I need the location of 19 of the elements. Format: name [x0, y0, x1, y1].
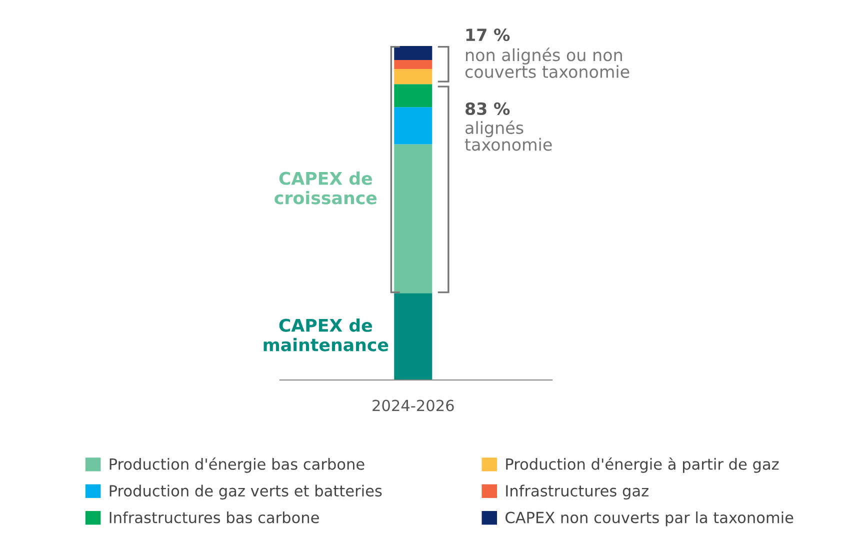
legend-label: Production de gaz verts et batteries: [110, 484, 382, 500]
bar: [394, 293, 432, 380]
legend-label: Production d'énergie bas carbone: [110, 457, 364, 473]
bar: [394, 46, 432, 60]
legend-label: Infrastructures bas carbone: [110, 511, 319, 524]
legend-label: Infrastructures gaz: [506, 484, 648, 500]
text: 17 %: [466, 28, 510, 42]
bar: [394, 60, 432, 70]
text: alignés taxonomie: [464, 120, 552, 151]
bar: [394, 84, 432, 108]
bar: [394, 69, 432, 84]
legend-label: Production d'énergie à partir de gaz: [506, 457, 779, 473]
x-tick-label: 2024-2026: [372, 400, 454, 412]
legend-label: CAPEX non couverts par la taxonomie: [506, 511, 794, 526]
bar: [394, 107, 432, 144]
series-label: CAPEX de maintenance: [264, 318, 388, 352]
text: non alignés ou non couverts taxonomie: [465, 48, 630, 78]
text: 83 %: [466, 102, 510, 116]
annotation: CAPEX de croissance: [274, 172, 377, 204]
